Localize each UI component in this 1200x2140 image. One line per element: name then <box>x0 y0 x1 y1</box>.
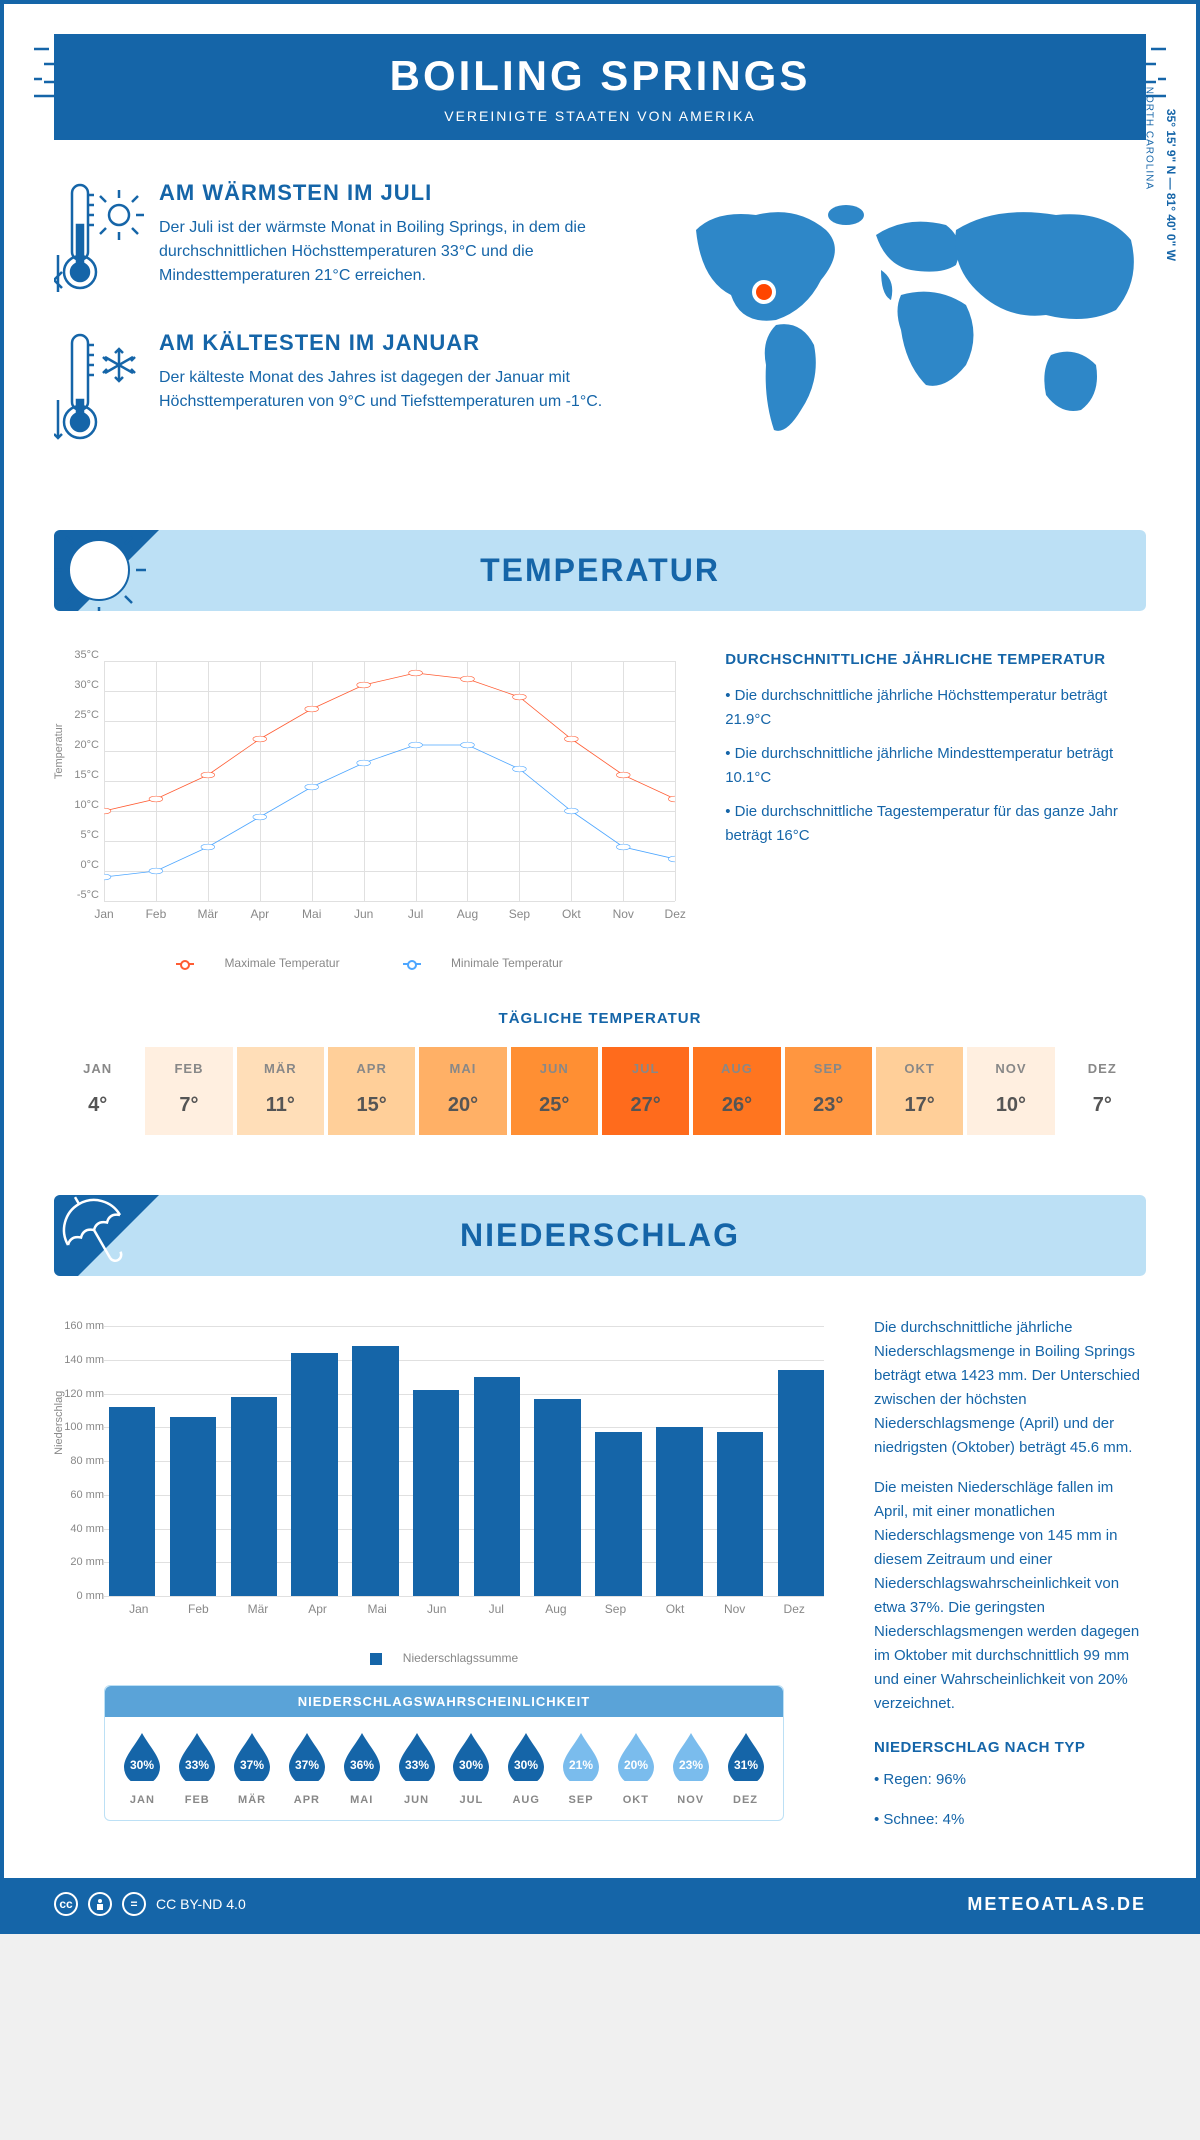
precipitation-bar-chart: Niederschlag 0 mm20 mm40 mm60 mm80 mm100… <box>54 1316 834 1646</box>
coldest-block: AM KÄLTESTEN IM JANUAR Der kälteste Mona… <box>54 330 616 450</box>
thermometer-cold-icon <box>54 330 144 450</box>
coldest-heading: AM KÄLTESTEN IM JANUAR <box>159 330 616 356</box>
thermometer-hot-icon <box>54 180 144 300</box>
precip-text-1: Die durchschnittliche jährliche Niedersc… <box>874 1316 1146 1460</box>
intro-section: AM WÄRMSTEN IM JULI Der Juli ist der wär… <box>4 140 1196 510</box>
temperature-line-plot <box>104 661 675 901</box>
city-title: BOILING SPRINGS <box>54 52 1146 100</box>
temperature-chart-row: Temperatur -5°C0°C5°C10°C15°C20°C25°C30°… <box>4 611 1196 990</box>
temp-summary-heading: DURCHSCHNITTLICHE JÄHRLICHE TEMPERATUR <box>725 651 1146 668</box>
footer-bar: cc = CC BY-ND 4.0 METEOATLAS.DE <box>4 1878 1196 1930</box>
precipitation-title: NIEDERSCHLAG <box>54 1217 1146 1254</box>
svg-text:21%: 21% <box>569 1758 593 1772</box>
nd-icon: = <box>122 1892 146 1916</box>
temperature-chart: Temperatur -5°C0°C5°C10°C15°C20°C25°C30°… <box>54 651 685 970</box>
temperature-summary: DURCHSCHNITTLICHE JÄHRLICHE TEMPERATUR •… <box>725 651 1146 970</box>
warmest-heading: AM WÄRMSTEN IM JULI <box>159 180 616 206</box>
precip-text-2: Die meisten Niederschläge fallen im Apri… <box>874 1476 1146 1716</box>
svg-text:33%: 33% <box>185 1758 209 1772</box>
brand-label: METEOATLAS.DE <box>967 1894 1146 1915</box>
intro-text-column: AM WÄRMSTEN IM JULI Der Juli ist der wär… <box>54 180 616 480</box>
cc-icon: cc <box>54 1892 78 1916</box>
svg-text:31%: 31% <box>734 1758 758 1772</box>
svg-text:33%: 33% <box>405 1758 429 1772</box>
map-column: NORTH CAROLINA 35° 15' 9" N — 81° 40' 0"… <box>646 180 1146 480</box>
svg-text:30%: 30% <box>130 1758 154 1772</box>
precip-type-heading: NIEDERSCHLAG NACH TYP <box>874 1736 1146 1760</box>
precipitation-row: Niederschlag 0 mm20 mm40 mm60 mm80 mm100… <box>4 1276 1196 1848</box>
region-label: NORTH CAROLINA <box>1143 87 1154 190</box>
svg-text:37%: 37% <box>240 1758 264 1772</box>
warmest-block: AM WÄRMSTEN IM JULI Der Juli ist der wär… <box>54 180 616 300</box>
precipitation-text-column: Die durchschnittliche jährliche Niedersc… <box>874 1316 1146 1848</box>
daily-temperature-section: TÄGLICHE TEMPERATUR JAN4°FEB7°MÄR11°APR1… <box>4 990 1196 1175</box>
svg-text:30%: 30% <box>514 1758 538 1772</box>
country-subtitle: VEREINIGTE STAATEN VON AMERIKA <box>54 108 1146 124</box>
svg-text:37%: 37% <box>295 1758 319 1772</box>
precipitation-chart-column: Niederschlag 0 mm20 mm40 mm60 mm80 mm100… <box>54 1316 834 1848</box>
precip-prob-heading: NIEDERSCHLAGSWAHRSCHEINLICHKEIT <box>105 1686 783 1717</box>
svg-text:20%: 20% <box>624 1758 648 1772</box>
daily-temp-heading: TÄGLICHE TEMPERATUR <box>54 1010 1146 1027</box>
daily-temp-grid: JAN4°FEB7°MÄR11°APR15°MAI20°JUN25°JUL27°… <box>54 1047 1146 1135</box>
precipitation-legend: Niederschlagssumme <box>54 1651 834 1665</box>
by-icon <box>88 1892 112 1916</box>
temperature-title: TEMPERATUR <box>54 552 1146 589</box>
precipitation-probability-box: NIEDERSCHLAGSWAHRSCHEINLICHKEIT 30%JAN33… <box>104 1685 784 1821</box>
infographic-container: BOILING SPRINGS VEREINIGTE STAATEN VON A… <box>0 0 1200 1934</box>
sun-icon <box>54 530 174 611</box>
coldest-text: Der kälteste Monat des Jahres ist dagege… <box>159 366 616 414</box>
precipitation-section-header: NIEDERSCHLAG <box>54 1195 1146 1276</box>
svg-text:23%: 23% <box>679 1758 703 1772</box>
svg-text:36%: 36% <box>350 1758 374 1772</box>
world-map-icon <box>646 180 1146 460</box>
license-block: cc = CC BY-ND 4.0 <box>54 1892 246 1916</box>
umbrella-icon <box>54 1195 174 1276</box>
license-text: CC BY-ND 4.0 <box>156 1896 246 1912</box>
temperature-section-header: TEMPERATUR <box>54 530 1146 611</box>
title-band: BOILING SPRINGS VEREINIGTE STAATEN VON A… <box>54 34 1146 140</box>
temperature-legend: Maximale Temperatur Minimale Temperatur <box>54 956 685 970</box>
svg-text:30%: 30% <box>459 1758 483 1772</box>
warmest-text: Der Juli ist der wärmste Monat in Boilin… <box>159 216 616 288</box>
coordinates-label: 35° 15' 9" N — 81° 40' 0" W <box>1164 109 1178 261</box>
